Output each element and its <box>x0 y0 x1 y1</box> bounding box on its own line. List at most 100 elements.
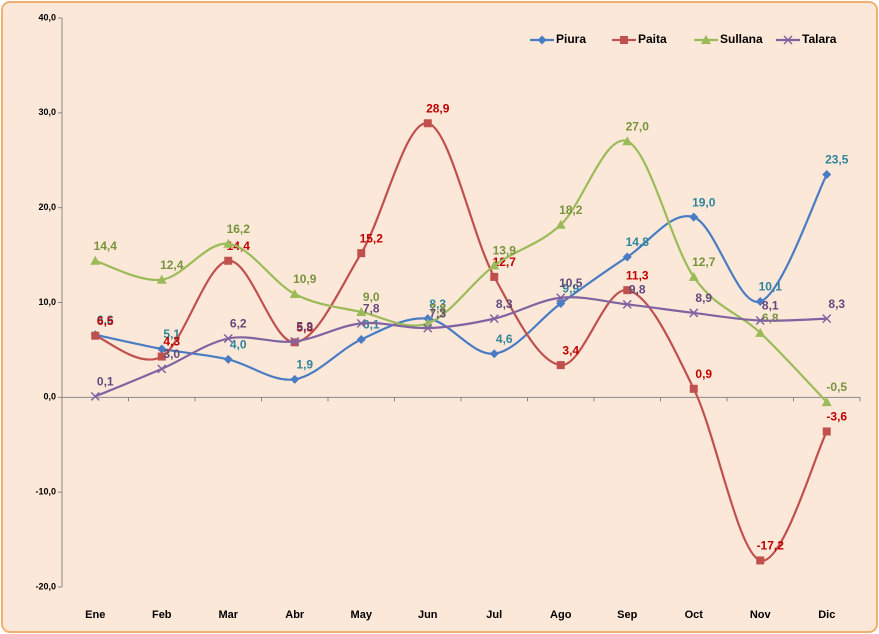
data-label: 5,9 <box>296 320 313 334</box>
data-label: 3,4 <box>562 343 579 357</box>
marker <box>489 260 500 270</box>
data-label: 4,0 <box>230 338 247 352</box>
marker <box>623 286 632 295</box>
data-label: 14,8 <box>626 235 650 249</box>
marker <box>688 271 699 281</box>
data-label: 13,9 <box>493 244 517 258</box>
data-label: 27,0 <box>626 119 650 133</box>
marker <box>224 256 233 265</box>
marker <box>622 299 632 309</box>
data-label: 6,2 <box>230 317 247 331</box>
data-label: 12,7 <box>493 255 517 269</box>
marker <box>556 293 566 303</box>
y-tick-label: 40,0 <box>38 12 56 22</box>
marker <box>356 318 366 328</box>
data-label: 1,9 <box>296 357 313 371</box>
marker <box>356 306 367 316</box>
marker <box>423 119 432 128</box>
x-tick-label: Dic <box>818 609 835 621</box>
y-tick-label: 30,0 <box>38 107 56 117</box>
x-tick-label: Mar <box>218 609 238 621</box>
marker <box>822 427 831 436</box>
data-label: 11,3 <box>626 268 649 282</box>
marker <box>783 35 793 45</box>
data-label: 15,2 <box>360 231 384 245</box>
y-tick-label: 10,0 <box>38 297 56 307</box>
data-label: 12,7 <box>692 255 716 269</box>
marker <box>622 136 633 146</box>
data-label: 14,4 <box>94 239 118 253</box>
data-label: -3,6 <box>826 410 847 424</box>
data-label: 6,6 <box>97 313 114 327</box>
data-label: 6,5 <box>97 314 114 328</box>
marker <box>157 352 166 361</box>
data-label: -0,5 <box>826 380 847 394</box>
marker <box>556 361 565 370</box>
marker <box>223 334 233 344</box>
data-label: 9,0 <box>363 290 380 304</box>
marker <box>223 238 234 248</box>
marker <box>755 297 765 307</box>
marker <box>156 274 167 284</box>
y-tick-label: -20,0 <box>35 581 56 591</box>
data-label: 6,8 <box>762 311 779 325</box>
data-label: 12,4 <box>160 258 184 272</box>
x-tick-label: Oct <box>685 609 704 621</box>
legend-label: Sullana <box>720 32 763 46</box>
marker <box>91 331 100 340</box>
data-label: 4,6 <box>496 332 513 346</box>
marker <box>90 255 101 265</box>
marker <box>490 272 499 281</box>
data-label: 28,9 <box>426 101 450 115</box>
data-label: 0,9 <box>695 367 712 381</box>
marker <box>755 315 765 326</box>
data-label: 18,2 <box>559 203 583 217</box>
marker <box>290 374 300 384</box>
marker <box>755 327 766 337</box>
data-label: 7,8 <box>363 302 380 316</box>
marker <box>821 397 832 407</box>
y-tick-label: 0,0 <box>43 392 56 402</box>
data-label: 8,1 <box>762 299 779 313</box>
marker <box>537 35 547 45</box>
x-tick-label: Sep <box>617 609 637 621</box>
x-tick-label: Jul <box>486 609 502 621</box>
marker <box>622 252 632 262</box>
marker <box>556 298 566 308</box>
data-label: 0,1 <box>97 375 114 389</box>
data-label: 5,8 <box>296 321 313 335</box>
marker <box>701 35 711 44</box>
legend-label: Piura <box>556 32 586 46</box>
marker <box>90 391 100 401</box>
marker <box>689 212 699 222</box>
series-line <box>94 296 827 398</box>
legend-label: Talara <box>802 32 837 46</box>
y-tick-label: 20,0 <box>38 202 56 212</box>
marker <box>423 323 433 333</box>
marker <box>489 349 499 359</box>
marker <box>356 334 366 344</box>
marker <box>620 36 628 44</box>
marker <box>290 336 300 346</box>
marker <box>489 314 499 324</box>
data-label: -17,2 <box>757 539 785 553</box>
marker <box>157 364 167 374</box>
data-label: 6,1 <box>363 318 380 332</box>
x-tick-label: May <box>351 609 373 621</box>
x-tick-label: Feb <box>152 609 172 621</box>
data-label: 8,3 <box>828 297 845 311</box>
data-label: 5,1 <box>163 327 180 341</box>
y-tick-label: -10,0 <box>35 487 56 497</box>
data-label: 7,3 <box>429 306 446 320</box>
marker <box>689 384 698 393</box>
marker <box>223 354 233 364</box>
marker <box>822 314 832 324</box>
x-tick-label: Abr <box>285 609 305 621</box>
marker <box>289 288 300 298</box>
x-tick-label: Ago <box>550 609 572 621</box>
marker <box>689 308 699 318</box>
marker <box>756 556 765 565</box>
marker <box>357 249 366 258</box>
data-label: 8,3 <box>429 297 446 311</box>
